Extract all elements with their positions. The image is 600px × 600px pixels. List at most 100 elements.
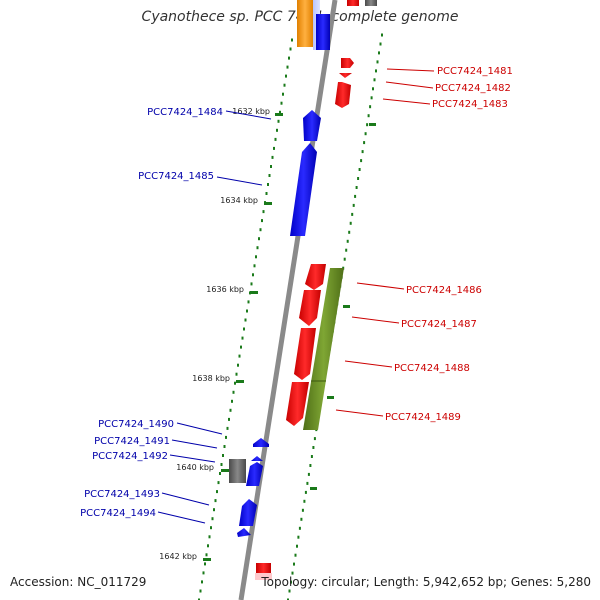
leader-line <box>351 316 400 324</box>
track-dot <box>363 141 366 145</box>
track-dot <box>373 78 376 82</box>
track-dot <box>312 446 315 449</box>
track-dot <box>354 194 357 198</box>
track-dot <box>346 239 349 243</box>
track-dot <box>293 562 295 566</box>
kbp-label: 1642 kbp <box>159 552 197 561</box>
track-dot <box>241 336 244 340</box>
leader-line <box>382 98 431 105</box>
gene-pcc7424-1493[interactable] <box>239 499 257 526</box>
gene-label-pcc7424-1486[interactable]: PCC7424_1486 <box>406 285 482 296</box>
gene-label-pcc7424-1494[interactable]: PCC7424_1494 <box>80 508 156 519</box>
gene-label-pcc7424-1493[interactable]: PCC7424_1493 <box>84 489 160 500</box>
gene-pcc7424-1487[interactable] <box>299 290 321 326</box>
gene-pcc7424-1481[interactable] <box>341 58 354 68</box>
track-dot <box>280 101 283 105</box>
track-dot <box>283 83 286 87</box>
gene-label-pcc7424-1484[interactable]: PCC7424_1484 <box>147 107 223 118</box>
kbp-tick <box>264 202 272 205</box>
track-dot <box>228 417 230 421</box>
track-dot <box>276 128 278 132</box>
track-dot <box>222 454 224 457</box>
gene-pcc7424-1486[interactable] <box>305 264 326 290</box>
track-dot <box>285 74 287 78</box>
gene-pcc7424-1489[interactable] <box>286 382 309 426</box>
track-dot <box>219 472 221 475</box>
accession-text: Accession: NC_011729 <box>10 575 147 589</box>
track-dot <box>210 526 212 530</box>
gene-pcc7424-1488[interactable] <box>294 328 316 380</box>
gene-label-pcc7424-1491[interactable]: PCC7424_1491 <box>94 436 170 447</box>
track-dot <box>202 571 205 575</box>
track-dot <box>357 177 360 180</box>
gene-pink-bottom[interactable] <box>255 573 272 580</box>
track-dot <box>235 372 238 376</box>
track-dot <box>376 60 379 64</box>
right-leader-lines <box>335 68 435 417</box>
track-dot <box>279 110 281 114</box>
genome-summary-text: Topology: circular; Length: 5,942,652 bp… <box>261 575 591 589</box>
track-dot <box>271 155 274 159</box>
left-leader-lines <box>157 110 272 524</box>
gene-label-pcc7424-1489[interactable]: PCC7424_1489 <box>385 412 461 423</box>
track-dot <box>231 399 233 403</box>
track-dot <box>294 553 297 557</box>
track-dot <box>225 435 227 439</box>
gene-pcc7424-1490[interactable] <box>253 438 269 447</box>
gene-red-bottom[interactable] <box>256 563 271 573</box>
gene-label-pcc7424-1482[interactable]: PCC7424_1482 <box>435 83 511 94</box>
track-dot <box>288 589 291 593</box>
track-dot <box>303 499 306 503</box>
gene-red-top[interactable] <box>347 0 359 6</box>
gene-pcc7424-1485[interactable] <box>290 143 317 236</box>
kbp-tick <box>275 113 283 116</box>
track-dot <box>258 237 260 241</box>
gene-label-pcc7424-1483[interactable]: PCC7424_1483 <box>432 99 508 110</box>
gene-orange[interactable] <box>297 0 313 47</box>
track-dot <box>378 51 380 55</box>
track-dot <box>217 481 220 485</box>
track-dot <box>370 96 373 100</box>
kbp-tick <box>310 487 317 490</box>
track-dot <box>360 159 363 163</box>
track-dot <box>345 248 348 252</box>
gene-label-pcc7424-1487[interactable]: PCC7424_1487 <box>401 319 477 330</box>
track-dot <box>262 210 265 214</box>
gene-pcc7424-1483[interactable] <box>335 82 351 108</box>
gene-label-pcc7424-1485[interactable]: PCC7424_1485 <box>138 171 214 182</box>
track-dot <box>226 426 229 430</box>
gene-pcc7424-1486-green[interactable] <box>303 268 344 430</box>
gene-pcc7424-1484[interactable] <box>303 110 321 141</box>
gene-gray-1492[interactable] <box>229 459 246 483</box>
track-dot <box>351 212 354 216</box>
kbp-tick <box>203 558 211 561</box>
track-dot <box>289 47 292 51</box>
track-dot <box>246 309 248 313</box>
kbp-tick <box>369 123 376 126</box>
leader-line <box>157 511 206 524</box>
track-dot <box>310 455 313 458</box>
gene-blue-top[interactable] <box>316 14 330 50</box>
gene-pcc7424-1492[interactable] <box>246 462 263 486</box>
gene-label-pcc7424-1481[interactable]: PCC7424_1481 <box>437 66 513 77</box>
gene-pcc7424-1482[interactable] <box>339 73 352 78</box>
track-dot <box>252 273 254 277</box>
track-dot <box>207 544 209 548</box>
genome-backbone <box>238 0 338 600</box>
gene-label-pcc7424-1490[interactable]: PCC7424_1490 <box>98 419 174 430</box>
kbp-tick <box>327 396 334 399</box>
track-dot <box>290 580 292 584</box>
leader-line <box>216 176 263 186</box>
gene-pcc7424-1494[interactable] <box>237 528 251 537</box>
gene-pcc7424-1491[interactable] <box>251 456 263 461</box>
track-dot <box>250 282 253 286</box>
gene-gray-top[interactable] <box>365 0 377 6</box>
leader-line <box>169 454 216 463</box>
track-dot <box>306 481 309 485</box>
gene-label-pcc7424-1492[interactable]: PCC7424_1492 <box>92 451 168 462</box>
leader-line <box>344 360 393 368</box>
right-tick-track <box>287 33 383 600</box>
gene-label-pcc7424-1488[interactable]: PCC7424_1488 <box>394 363 470 374</box>
track-dot <box>375 69 377 73</box>
